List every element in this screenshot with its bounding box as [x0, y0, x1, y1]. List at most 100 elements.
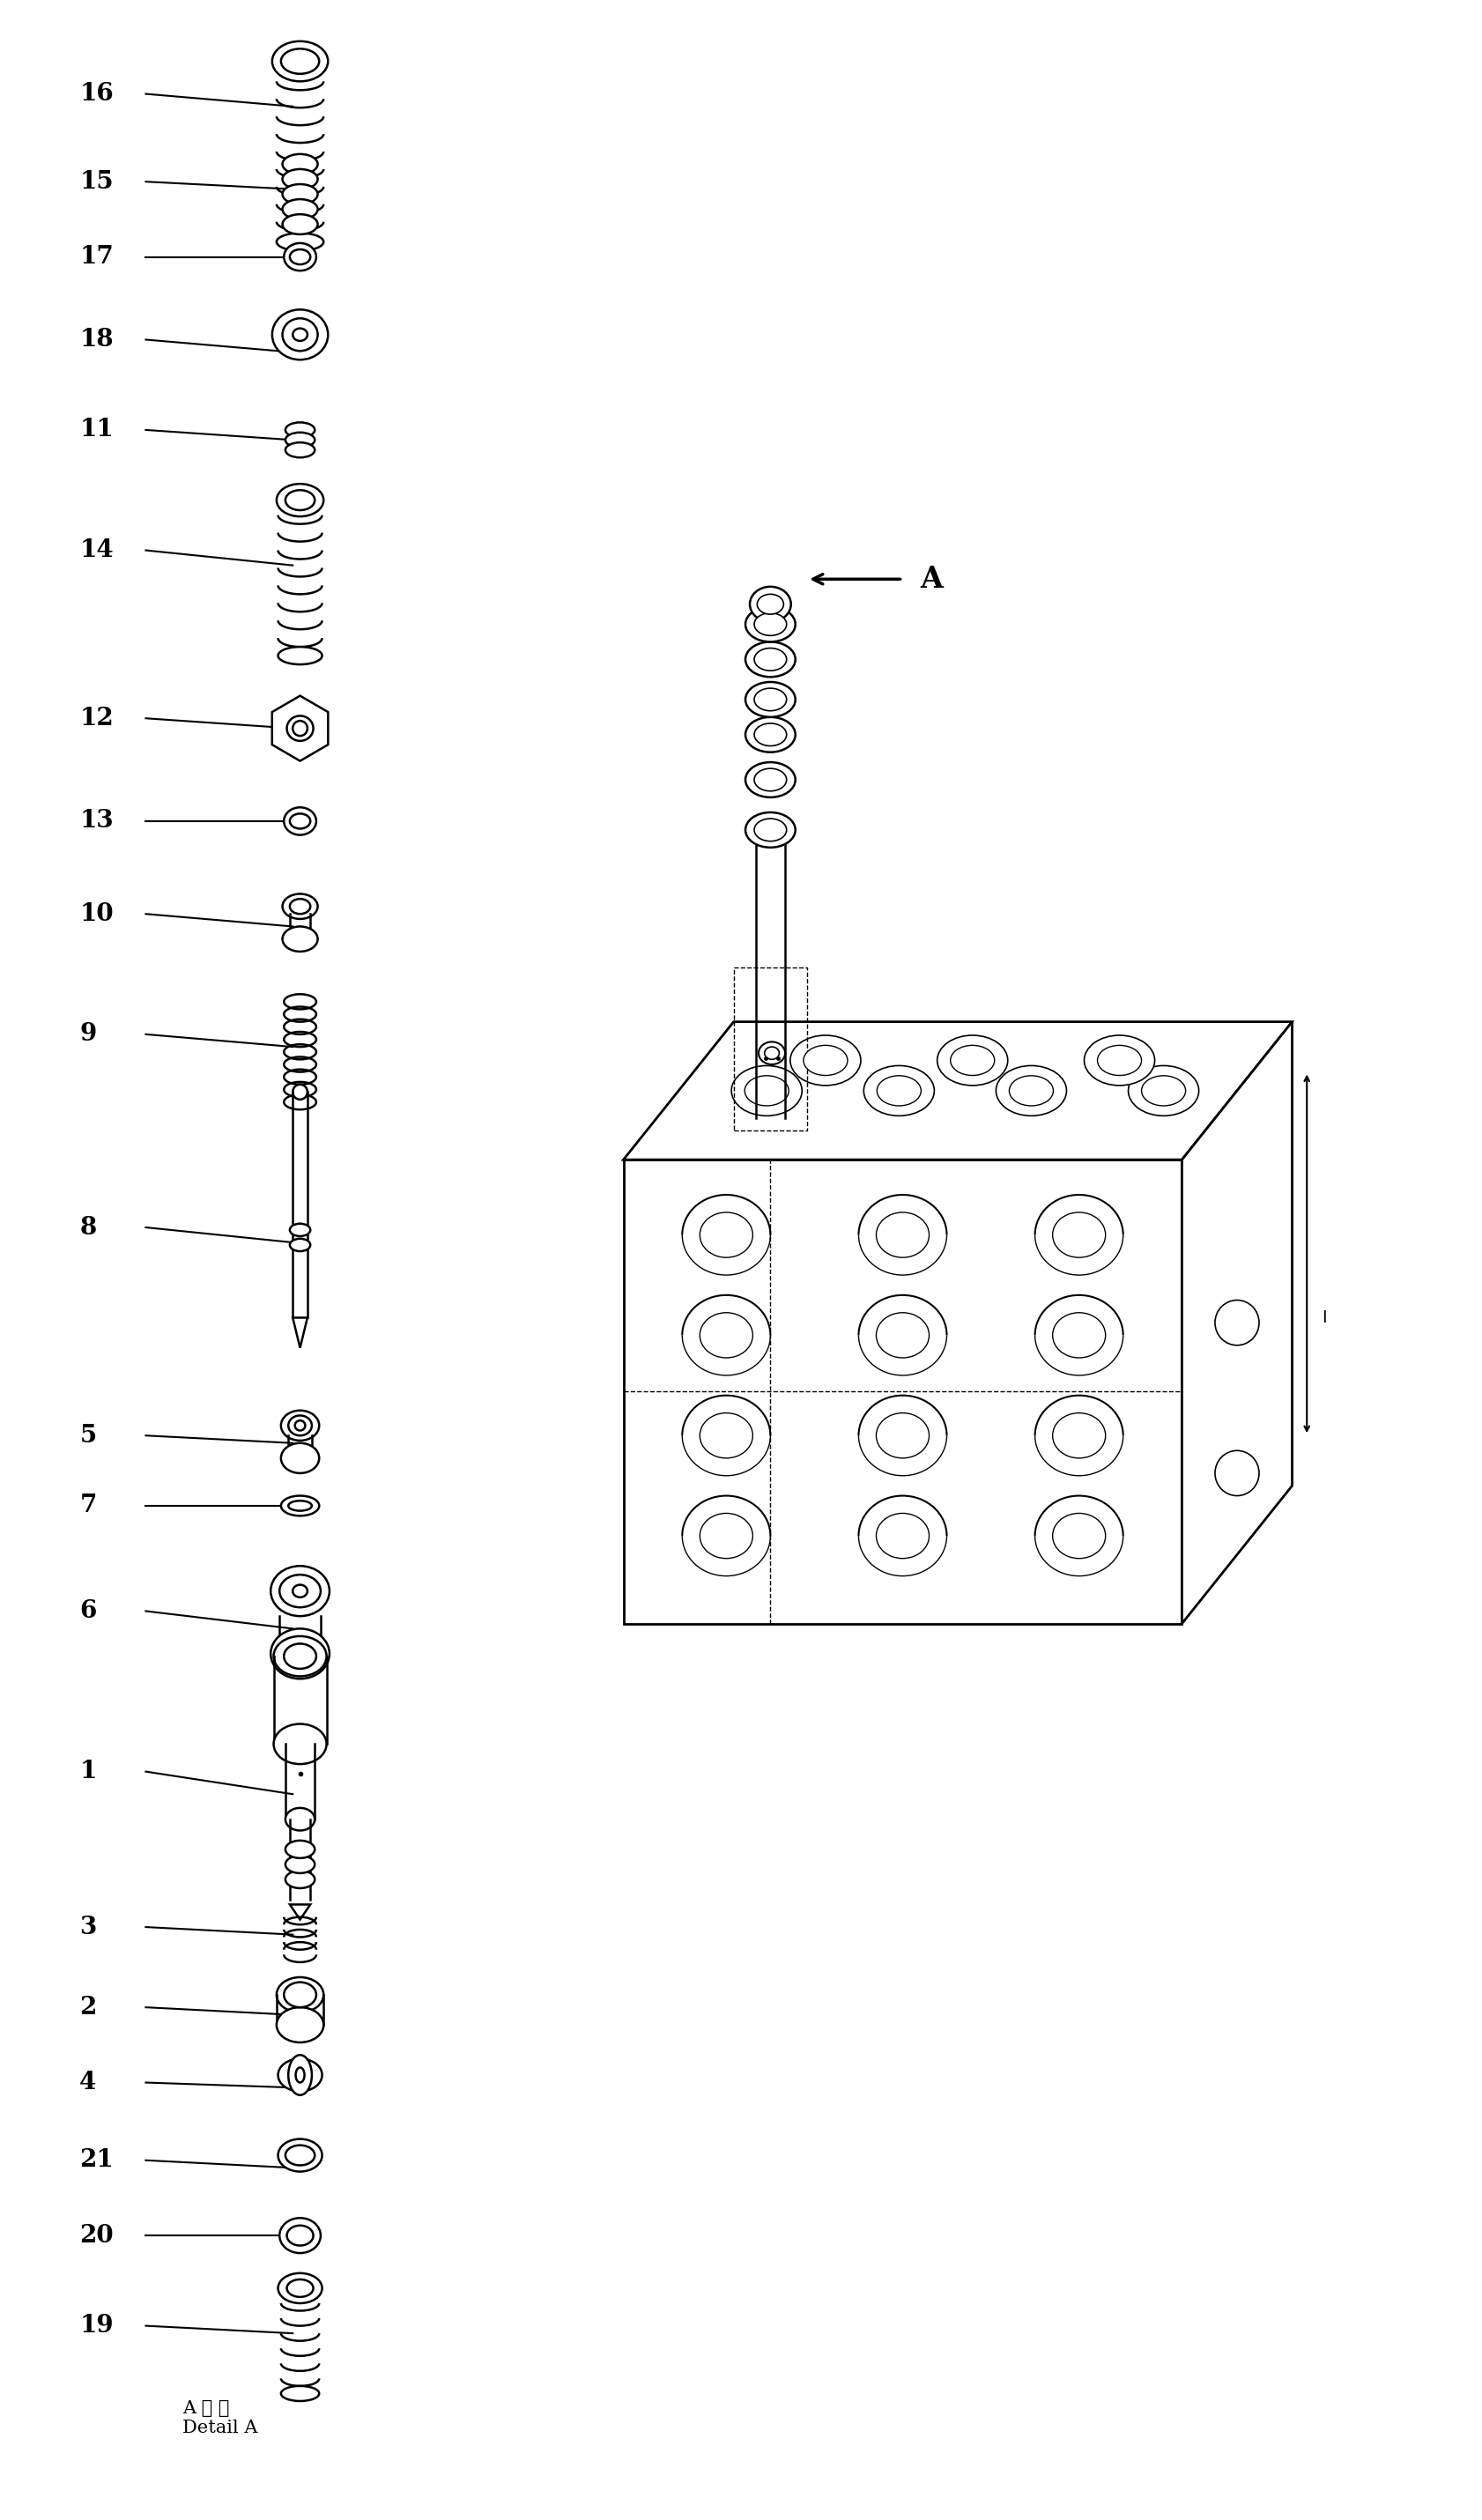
Ellipse shape [282, 2386, 319, 2402]
Ellipse shape [950, 1046, 994, 1076]
Ellipse shape [290, 249, 310, 265]
Ellipse shape [283, 214, 317, 234]
Ellipse shape [286, 1855, 314, 1872]
Ellipse shape [1215, 1452, 1260, 1497]
Ellipse shape [732, 1066, 802, 1116]
Ellipse shape [293, 328, 307, 340]
Text: 7: 7 [80, 1494, 96, 1517]
Ellipse shape [754, 819, 787, 842]
Ellipse shape [279, 2273, 322, 2303]
Text: 13: 13 [80, 809, 114, 834]
Ellipse shape [864, 1066, 934, 1116]
Ellipse shape [757, 595, 784, 615]
Ellipse shape [803, 1046, 848, 1076]
Ellipse shape [1009, 1076, 1054, 1106]
Ellipse shape [283, 169, 317, 189]
Ellipse shape [790, 1036, 861, 1086]
Ellipse shape [271, 1628, 329, 1678]
Ellipse shape [285, 1983, 316, 2008]
Ellipse shape [1097, 1046, 1141, 1076]
Text: 3: 3 [80, 1915, 96, 1938]
Ellipse shape [290, 1240, 310, 1252]
Ellipse shape [283, 318, 317, 350]
Ellipse shape [289, 1502, 311, 1512]
Ellipse shape [745, 811, 796, 847]
Ellipse shape [293, 1084, 307, 1099]
Text: 19: 19 [80, 2313, 114, 2339]
Ellipse shape [290, 1225, 310, 1237]
Ellipse shape [289, 1416, 311, 1436]
Text: 21: 21 [80, 2150, 114, 2172]
Ellipse shape [283, 184, 317, 204]
Ellipse shape [285, 1643, 316, 1668]
Circle shape [296, 2066, 304, 2082]
Ellipse shape [285, 242, 316, 270]
Ellipse shape [745, 607, 796, 643]
Text: 15: 15 [80, 169, 114, 194]
Text: I: I [1322, 1310, 1326, 1326]
Text: 5: 5 [80, 1424, 96, 1446]
Ellipse shape [745, 718, 796, 751]
Ellipse shape [765, 1046, 780, 1058]
Text: 14: 14 [80, 539, 114, 562]
Text: 12: 12 [80, 706, 114, 731]
Ellipse shape [282, 1411, 319, 1441]
Ellipse shape [288, 716, 313, 741]
Ellipse shape [283, 927, 317, 953]
Text: 16: 16 [80, 83, 114, 106]
Ellipse shape [754, 769, 787, 791]
Ellipse shape [273, 310, 328, 360]
Ellipse shape [277, 232, 323, 249]
Ellipse shape [286, 1807, 314, 1830]
Ellipse shape [996, 1066, 1067, 1116]
Text: 2: 2 [80, 1996, 96, 2019]
Ellipse shape [286, 2145, 314, 2165]
Ellipse shape [744, 1076, 788, 1106]
Text: 20: 20 [80, 2223, 114, 2248]
Polygon shape [293, 1318, 307, 1348]
Ellipse shape [286, 1870, 314, 1887]
Polygon shape [1183, 1021, 1292, 1623]
Ellipse shape [283, 199, 317, 219]
Ellipse shape [745, 761, 796, 796]
Ellipse shape [285, 806, 316, 834]
Ellipse shape [745, 683, 796, 718]
Ellipse shape [277, 2008, 323, 2041]
Ellipse shape [745, 643, 796, 678]
Text: 8: 8 [80, 1215, 96, 1240]
Text: A 詳 細
Detail A: A 詳 細 Detail A [182, 2402, 258, 2437]
Ellipse shape [271, 1565, 329, 1615]
Text: 6: 6 [80, 1600, 96, 1623]
Ellipse shape [754, 648, 787, 670]
Ellipse shape [293, 721, 307, 736]
Text: 17: 17 [80, 244, 114, 270]
Ellipse shape [279, 2139, 322, 2172]
Ellipse shape [282, 48, 319, 73]
Ellipse shape [754, 688, 787, 711]
Ellipse shape [754, 723, 787, 746]
Ellipse shape [1141, 1076, 1186, 1106]
Text: A: A [920, 564, 943, 595]
Ellipse shape [290, 814, 310, 829]
Ellipse shape [283, 154, 317, 174]
Ellipse shape [286, 1840, 314, 1857]
Polygon shape [290, 1905, 310, 1920]
Ellipse shape [1085, 1036, 1154, 1086]
Ellipse shape [286, 423, 314, 438]
Polygon shape [273, 696, 328, 761]
Polygon shape [624, 1159, 1183, 1623]
Ellipse shape [277, 484, 323, 517]
Text: 10: 10 [80, 902, 114, 925]
Ellipse shape [288, 2225, 313, 2245]
Ellipse shape [877, 1076, 920, 1106]
Ellipse shape [282, 1444, 319, 1474]
Polygon shape [624, 1021, 1292, 1159]
Ellipse shape [273, 40, 328, 81]
Ellipse shape [1215, 1300, 1260, 1346]
Ellipse shape [282, 1497, 319, 1517]
Ellipse shape [759, 1041, 785, 1063]
Ellipse shape [750, 587, 791, 622]
Ellipse shape [293, 1585, 307, 1598]
Ellipse shape [288, 2281, 313, 2296]
Text: 11: 11 [80, 418, 114, 441]
